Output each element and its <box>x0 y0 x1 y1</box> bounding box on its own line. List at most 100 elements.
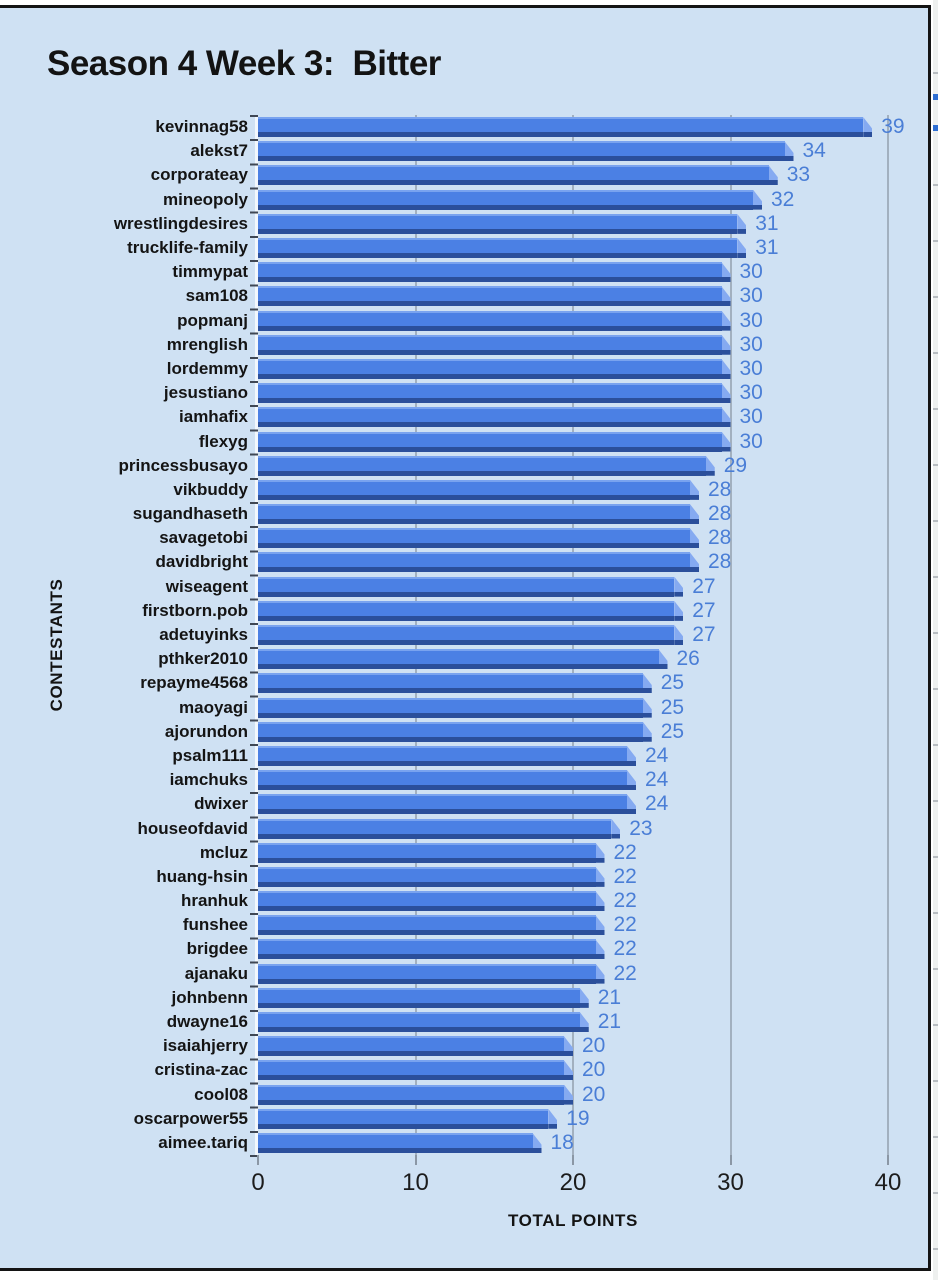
contestant-label: alekst7 <box>190 141 248 161</box>
contestant-label: lordemmy <box>166 358 248 378</box>
x-axis-title: TOTAL POINTS <box>508 1211 638 1230</box>
bar <box>258 842 605 863</box>
bar-value: 19 <box>566 1106 590 1130</box>
bar-end-bevel <box>721 383 731 404</box>
bar-value: 30 <box>739 308 763 332</box>
bar <box>258 891 605 912</box>
bar-body <box>258 310 722 331</box>
contestant-label: firstborn.pob <box>142 600 248 620</box>
bar-row: aimee.tariq 18 <box>56 1131 932 1155</box>
sliver-tick-marks <box>933 72 938 1280</box>
contestant-label: savagetobi <box>159 528 248 548</box>
contestant-label: sugandhaseth <box>132 504 248 524</box>
bar-end-bevel <box>721 310 731 331</box>
bar-value: 31 <box>755 236 779 260</box>
bar <box>258 649 668 670</box>
bar-value: 22 <box>613 961 637 985</box>
contestant-label: davidbright <box>155 552 248 572</box>
x-tick-label-30: 30 <box>717 1169 744 1196</box>
bar-body <box>258 915 596 936</box>
bar-end-bevel <box>579 987 589 1008</box>
bar-row: ajorundon 25 <box>56 720 932 744</box>
bar-row: maoyagi 25 <box>56 696 932 720</box>
bar <box>258 625 684 646</box>
bar-value: 32 <box>771 187 795 211</box>
bar-row: trucklife-family 31 <box>56 236 932 260</box>
x-axis: 0 10 20 30 40 <box>251 1155 932 1235</box>
x-tick-label-20: 20 <box>559 1169 587 1196</box>
bar <box>258 600 684 621</box>
bar <box>258 963 605 984</box>
bar-row: wiseagent 27 <box>56 575 932 599</box>
bar <box>258 238 747 259</box>
gridline-30 <box>729 115 732 1155</box>
contestant-label: mrenglish <box>166 334 248 354</box>
bar-row: adetuyinks 27 <box>56 623 932 647</box>
contestant-label: pthker2010 <box>158 649 248 669</box>
bar-row: houseofdavid 23 <box>56 816 932 840</box>
bar-value: 29 <box>723 453 748 477</box>
bar-row: savagetobi 28 <box>56 526 932 550</box>
bar-row: vikbuddy 28 <box>56 478 932 502</box>
contestant-label: sam108 <box>185 286 248 306</box>
bar <box>258 479 699 500</box>
bar-end-bevel <box>611 818 621 839</box>
bar <box>258 1084 573 1105</box>
contestant-label: ajorundon <box>164 721 248 741</box>
bar-row: wrestlingdesires 31 <box>56 212 932 236</box>
bar-body <box>258 673 643 694</box>
bar-body <box>258 552 690 573</box>
bar-row: dwixer 24 <box>56 792 932 816</box>
bar-value: 20 <box>582 1082 606 1106</box>
bar-body <box>258 576 675 597</box>
bar <box>258 286 731 307</box>
bar-body <box>258 649 659 670</box>
contestant-label: princessbusayo <box>118 455 248 475</box>
bar <box>258 770 636 791</box>
contestant-label: huang-hsin <box>156 866 248 886</box>
bar-end-bevel <box>674 576 684 597</box>
contestant-label: brigdee <box>186 939 248 959</box>
bar-value: 20 <box>582 1034 606 1058</box>
bar-body <box>258 431 722 452</box>
bar-value: 28 <box>708 526 732 550</box>
bar <box>258 431 731 452</box>
bar <box>258 213 747 234</box>
bar-value: 22 <box>613 937 637 961</box>
bar <box>258 504 699 525</box>
bar-row: pthker2010 26 <box>56 647 932 671</box>
bar-row: isaiahjerry 20 <box>56 1034 932 1058</box>
bar-row: davidbright 28 <box>56 550 932 574</box>
bar-end-bevel <box>564 1060 573 1081</box>
bar-value: 25 <box>660 671 685 695</box>
bar-row: johnbenn 21 <box>56 986 932 1010</box>
bar-value: 24 <box>645 792 669 816</box>
bar-value: 22 <box>613 864 637 888</box>
bar-body <box>258 600 675 621</box>
bar-value: 25 <box>660 719 685 743</box>
x-tick-0 <box>257 1155 259 1165</box>
contestant-label: johnbenn <box>171 987 248 1007</box>
bar <box>258 310 731 331</box>
bar-body <box>258 407 722 428</box>
bar <box>258 939 605 960</box>
bar-end-bevel <box>579 1012 589 1033</box>
bar <box>258 697 652 718</box>
x-tick-label-40: 40 <box>874 1169 902 1196</box>
contestant-label: ajanaku <box>184 963 248 983</box>
contestant-label: maoyagi <box>179 697 248 717</box>
bar-body <box>258 963 596 984</box>
bar-value: 30 <box>739 284 763 308</box>
bar <box>258 576 684 597</box>
contestant-label: isaiahjerry <box>162 1036 248 1056</box>
right-edge-sliver <box>933 0 938 1280</box>
bar-end-bevel <box>705 455 715 476</box>
contestant-label: dwayne16 <box>166 1012 248 1032</box>
bar-body <box>258 697 643 718</box>
bar-value: 25 <box>660 695 685 719</box>
bar-body <box>258 1060 564 1081</box>
bar-row: corporateay 33 <box>56 163 932 187</box>
bar-value: 28 <box>708 550 732 574</box>
bar-end-bevel <box>721 334 731 355</box>
